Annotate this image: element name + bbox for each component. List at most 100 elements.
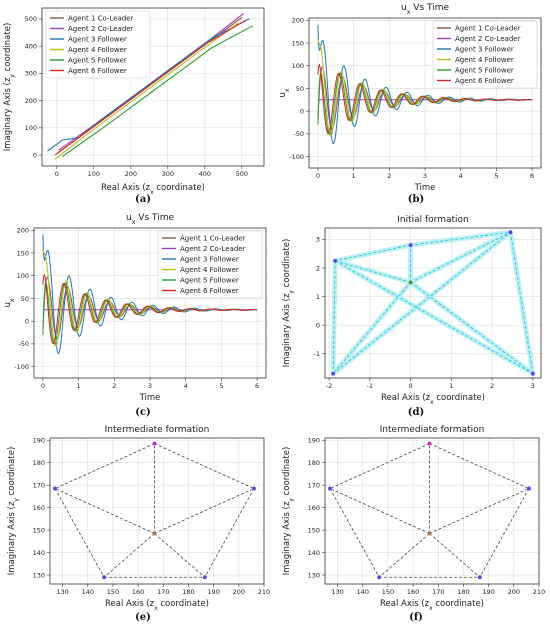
y-tick-label: 200 bbox=[17, 227, 29, 235]
x-tick-label: 1 bbox=[449, 382, 453, 390]
y-tick-label: 100 bbox=[292, 62, 304, 70]
legend-box bbox=[157, 230, 263, 299]
formation-edge bbox=[378, 533, 430, 578]
y-tick-label: 300 bbox=[25, 70, 37, 78]
x-tick-label: 500 bbox=[236, 170, 248, 178]
x-tick-label: 140 bbox=[357, 588, 369, 596]
agent-node bbox=[408, 242, 413, 248]
panel-d: -2 -1 0 1 2 3 -1 0 1 2 3 Initial formation Real Axis… bbox=[275, 210, 550, 410]
y-axis-label: Imaginary Axis (zy coordinate) bbox=[3, 23, 16, 152]
agent-node bbox=[477, 574, 483, 580]
series-line bbox=[317, 63, 533, 135]
legend-label: Agent 5 Follower bbox=[455, 67, 514, 75]
x-tick-label: 190 bbox=[482, 588, 494, 596]
series-line bbox=[56, 19, 246, 155]
legend-box bbox=[45, 10, 151, 79]
y-tick-label: -50 bbox=[293, 130, 304, 138]
x-tick-label: 140 bbox=[82, 588, 94, 596]
x-tick-label: 3 bbox=[531, 382, 535, 390]
formation-edge bbox=[429, 488, 530, 534]
chart-title: ux Vs Time bbox=[401, 3, 450, 16]
chart-c-ux-vs-time: 0 1 2 3 4 5 6 -100 -50 0 50 100 150 200 Agent 1 Co-Lea… bbox=[3, 213, 267, 403]
x-tick-label: 6 bbox=[255, 382, 259, 390]
agent-node bbox=[327, 486, 333, 491]
y-tick-label: 150 bbox=[292, 39, 304, 47]
chart-d-initial-formation: -2 -1 0 1 2 3 -1 0 1 2 3 Initial formation Real Axis… bbox=[282, 215, 542, 406]
y-axis-label: ux bbox=[3, 298, 16, 307]
y-tick-label: 200 bbox=[292, 17, 304, 25]
y-tick-label: 2 bbox=[316, 264, 320, 272]
caption-a: (a) bbox=[135, 194, 151, 205]
legend-label: Agent 3 Follower bbox=[455, 46, 514, 54]
y-tick-label: 170 bbox=[308, 481, 320, 489]
chart-title: Intermediate formation bbox=[105, 425, 210, 435]
x-tick-label: 3 bbox=[148, 382, 152, 390]
agent-node bbox=[152, 531, 157, 536]
y-tick-label: 200 bbox=[25, 97, 37, 105]
formation-edge bbox=[332, 260, 336, 374]
y-tick-label: 100 bbox=[17, 272, 29, 280]
formation-edge bbox=[332, 231, 511, 375]
agent-node bbox=[376, 574, 382, 580]
chart-title: Intermediate formation bbox=[380, 425, 485, 435]
x-tick-label: 1 bbox=[77, 382, 81, 390]
formation-edge bbox=[410, 281, 534, 375]
formation-edge bbox=[429, 533, 481, 578]
x-tick-label: 210 bbox=[533, 588, 545, 596]
x-tick-label: -1 bbox=[367, 382, 373, 390]
caption-e: (e) bbox=[135, 612, 151, 623]
caption-f: (f) bbox=[409, 612, 423, 623]
agent-node bbox=[427, 441, 432, 447]
x-tick-label: 180 bbox=[457, 588, 469, 596]
formation-edge bbox=[154, 443, 255, 489]
x-tick-label: 0 bbox=[55, 170, 59, 178]
series-line bbox=[61, 25, 254, 157]
panel-e: 130 140 150 160 170 180 190 200 210 130 140 150 160 1… bbox=[0, 420, 275, 612]
y-tick-label: 500 bbox=[25, 15, 37, 23]
formation-edge bbox=[479, 488, 530, 578]
legend-label: Agent 5 Follower bbox=[180, 277, 239, 285]
y-tick-label: 160 bbox=[308, 504, 320, 512]
y-tick-label: 150 bbox=[17, 249, 29, 257]
x-tick-label: 300 bbox=[162, 170, 174, 178]
caption-c: (c) bbox=[135, 407, 151, 418]
x-tick-label: 4 bbox=[184, 382, 188, 390]
agent-node bbox=[101, 574, 107, 580]
formation-edge bbox=[54, 488, 155, 534]
x-axis-label: Time bbox=[414, 183, 436, 193]
legend-label: Agent 1 Co-Leader bbox=[180, 235, 246, 243]
y-tick-label: 50 bbox=[21, 295, 29, 303]
y-tick-label: 50 bbox=[296, 85, 304, 93]
series-line bbox=[47, 18, 250, 152]
formation-edge bbox=[154, 488, 255, 534]
plot-frame bbox=[324, 437, 540, 585]
x-tick-label: 5 bbox=[494, 172, 498, 180]
panel-a: 0 100 200 300 400 500 0 100 200 300 400 500 Agent 1 … bbox=[0, 0, 275, 205]
agent-node bbox=[330, 371, 336, 377]
x-tick-label: 210 bbox=[258, 588, 270, 596]
legend-label: Agent 4 Follower bbox=[68, 46, 127, 54]
legend-label: Agent 3 Follower bbox=[68, 36, 127, 44]
x-tick-label: 170 bbox=[157, 588, 169, 596]
formation-edge bbox=[410, 231, 511, 283]
x-tick-label: 180 bbox=[182, 588, 194, 596]
legend-label: Agent 4 Follower bbox=[180, 266, 239, 274]
legend-label: Agent 1 Co-Leader bbox=[68, 15, 134, 23]
panel-c: 0 1 2 3 4 5 6 -100 -50 0 50 100 150 200 Agent 1 Co-Lea… bbox=[0, 210, 275, 410]
x-tick-label: 200 bbox=[125, 170, 137, 178]
legend-label: Agent 6 Follower bbox=[68, 67, 127, 75]
y-tick-label: 190 bbox=[33, 437, 45, 445]
legend-label: Agent 6 Follower bbox=[455, 77, 514, 85]
formation-edge bbox=[334, 260, 534, 375]
x-tick-label: 170 bbox=[432, 588, 444, 596]
y-tick-label: 160 bbox=[33, 504, 45, 512]
x-tick-label: 200 bbox=[508, 588, 520, 596]
agent-node bbox=[530, 371, 536, 377]
x-tick-label: 0 bbox=[41, 382, 45, 390]
y-tick-label: 140 bbox=[308, 549, 320, 557]
formation-edge bbox=[103, 533, 155, 578]
formation-trace bbox=[330, 279, 414, 377]
x-axis-label: Real Axis (zx coordinate) bbox=[380, 599, 484, 612]
legend-label: Agent 3 Follower bbox=[180, 256, 239, 264]
y-tick-label: 3 bbox=[316, 236, 320, 244]
